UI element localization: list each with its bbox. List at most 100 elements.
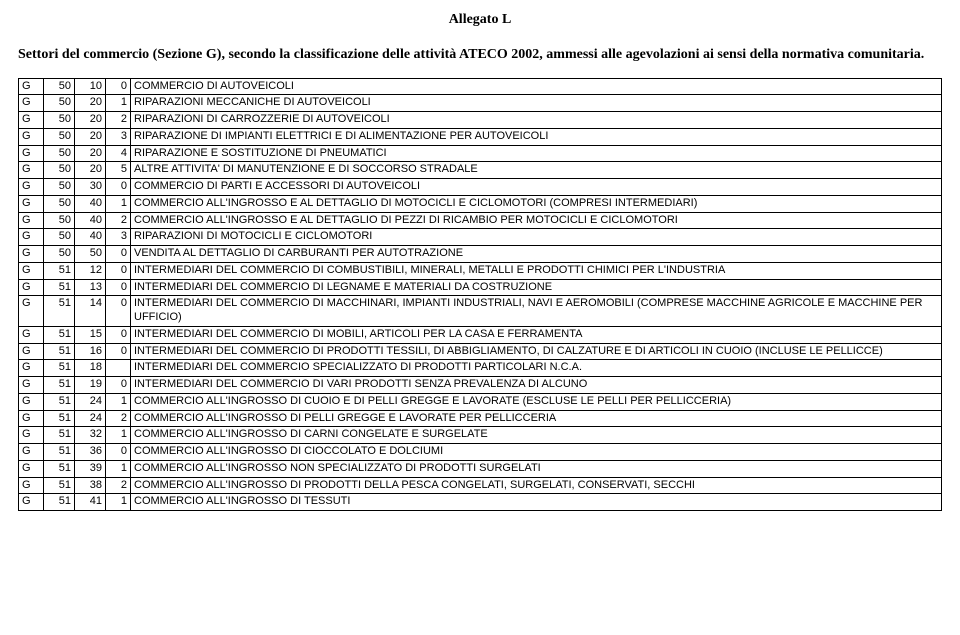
table-cell-c1: 51 xyxy=(44,377,75,394)
table-cell-c1: 50 xyxy=(44,95,75,112)
table-cell-c3: 1 xyxy=(106,393,131,410)
table-cell-c3: 2 xyxy=(106,410,131,427)
table-cell-c3: 2 xyxy=(106,212,131,229)
table-cell-c2: 36 xyxy=(75,444,106,461)
table-cell-c2: 20 xyxy=(75,112,106,129)
table-row: G51120INTERMEDIARI DEL COMMERCIO DI COMB… xyxy=(19,262,942,279)
table-cell-c4: INTERMEDIARI DEL COMMERCIO DI VARI PRODO… xyxy=(131,377,942,394)
table-row: G51391COMMERCIO ALL'INGROSSO NON SPECIAL… xyxy=(19,460,942,477)
table-cell-c2: 12 xyxy=(75,262,106,279)
table-cell-c3 xyxy=(106,360,131,377)
table-cell-c4: COMMERCIO ALL'INGROSSO DI PRODOTTI DELLA… xyxy=(131,477,942,494)
table-cell-c2: 39 xyxy=(75,460,106,477)
table-cell-c0: G xyxy=(19,279,44,296)
table-row: G50403RIPARAZIONI DI MOTOCICLI E CICLOMO… xyxy=(19,229,942,246)
table-cell-c1: 51 xyxy=(44,460,75,477)
table-cell-c2: 16 xyxy=(75,343,106,360)
table-cell-c3: 1 xyxy=(106,460,131,477)
table-cell-c0: G xyxy=(19,460,44,477)
table-cell-c1: 50 xyxy=(44,112,75,129)
table-cell-c2: 32 xyxy=(75,427,106,444)
table-cell-c3: 3 xyxy=(106,229,131,246)
table-cell-c0: G xyxy=(19,162,44,179)
table-cell-c4: COMMERCIO DI AUTOVEICOLI xyxy=(131,78,942,95)
table-cell-c3: 0 xyxy=(106,444,131,461)
table-cell-c2: 20 xyxy=(75,95,106,112)
doc-intro: Settori del commercio (Sezione G), secon… xyxy=(18,46,942,64)
table-cell-c0: G xyxy=(19,377,44,394)
table-cell-c3: 1 xyxy=(106,427,131,444)
table-cell-c0: G xyxy=(19,326,44,343)
table-cell-c1: 51 xyxy=(44,343,75,360)
table-cell-c4: VENDITA AL DETTAGLIO DI CARBURANTI PER A… xyxy=(131,246,942,263)
table-cell-c2: 24 xyxy=(75,410,106,427)
table-cell-c0: G xyxy=(19,296,44,327)
table-cell-c3: 0 xyxy=(106,326,131,343)
table-cell-c0: G xyxy=(19,195,44,212)
table-cell-c1: 50 xyxy=(44,179,75,196)
table-cell-c0: G xyxy=(19,477,44,494)
table-cell-c1: 50 xyxy=(44,195,75,212)
table-cell-c1: 51 xyxy=(44,410,75,427)
table-cell-c1: 51 xyxy=(44,393,75,410)
table-cell-c3: 1 xyxy=(106,195,131,212)
table-cell-c3: 0 xyxy=(106,343,131,360)
table-row: G50401COMMERCIO ALL'INGROSSO E AL DETTAG… xyxy=(19,195,942,212)
table-row: G50300COMMERCIO DI PARTI E ACCESSORI DI … xyxy=(19,179,942,196)
table-cell-c3: 0 xyxy=(106,78,131,95)
table-cell-c2: 40 xyxy=(75,195,106,212)
table-cell-c1: 51 xyxy=(44,477,75,494)
table-row: G50202RIPARAZIONI DI CARROZZERIE DI AUTO… xyxy=(19,112,942,129)
table-cell-c3: 0 xyxy=(106,179,131,196)
table-cell-c3: 1 xyxy=(106,95,131,112)
table-cell-c0: G xyxy=(19,393,44,410)
table-cell-c0: G xyxy=(19,179,44,196)
table-cell-c1: 50 xyxy=(44,162,75,179)
table-row: G50402COMMERCIO ALL'INGROSSO E AL DETTAG… xyxy=(19,212,942,229)
ateco-table: G50100COMMERCIO DI AUTOVEICOLIG50201RIPA… xyxy=(18,78,942,512)
table-cell-c4: INTERMEDIARI DEL COMMERCIO DI MACCHINARI… xyxy=(131,296,942,327)
table-cell-c0: G xyxy=(19,229,44,246)
table-row: G51150INTERMEDIARI DEL COMMERCIO DI MOBI… xyxy=(19,326,942,343)
table-cell-c3: 0 xyxy=(106,279,131,296)
table-cell-c4: COMMERCIO ALL'INGROSSO DI PELLI GREGGE E… xyxy=(131,410,942,427)
table-cell-c1: 50 xyxy=(44,229,75,246)
table-cell-c0: G xyxy=(19,427,44,444)
table-row: G50205ALTRE ATTIVITA' DI MANUTENZIONE E … xyxy=(19,162,942,179)
table-cell-c3: 2 xyxy=(106,112,131,129)
table-cell-c3: 3 xyxy=(106,128,131,145)
table-cell-c0: G xyxy=(19,246,44,263)
table-cell-c2: 40 xyxy=(75,229,106,246)
table-cell-c3: 0 xyxy=(106,262,131,279)
table-row: G51411COMMERCIO ALL'INGROSSO DI TESSUTI xyxy=(19,494,942,511)
table-cell-c4: INTERMEDIARI DEL COMMERCIO DI COMBUSTIBI… xyxy=(131,262,942,279)
table-cell-c2: 40 xyxy=(75,212,106,229)
table-cell-c4: RIPARAZIONE E SOSTITUZIONE DI PNEUMATICI xyxy=(131,145,942,162)
table-cell-c0: G xyxy=(19,78,44,95)
table-cell-c4: COMMERCIO DI PARTI E ACCESSORI DI AUTOVE… xyxy=(131,179,942,196)
table-cell-c1: 51 xyxy=(44,444,75,461)
table-cell-c2: 20 xyxy=(75,162,106,179)
table-row: G51130INTERMEDIARI DEL COMMERCIO DI LEGN… xyxy=(19,279,942,296)
table-cell-c0: G xyxy=(19,128,44,145)
table-cell-c4: RIPARAZIONI DI CARROZZERIE DI AUTOVEICOL… xyxy=(131,112,942,129)
table-cell-c0: G xyxy=(19,212,44,229)
table-cell-c4: COMMERCIO ALL'INGROSSO DI CARNI CONGELAT… xyxy=(131,427,942,444)
table-cell-c2: 13 xyxy=(75,279,106,296)
table-row: G5118INTERMEDIARI DEL COMMERCIO SPECIALI… xyxy=(19,360,942,377)
table-row: G51241COMMERCIO ALL'INGROSSO DI CUOIO E … xyxy=(19,393,942,410)
table-cell-c4: COMMERCIO ALL'INGROSSO NON SPECIALIZZATO… xyxy=(131,460,942,477)
table-cell-c1: 51 xyxy=(44,296,75,327)
table-cell-c0: G xyxy=(19,444,44,461)
table-cell-c4: ALTRE ATTIVITA' DI MANUTENZIONE E DI SOC… xyxy=(131,162,942,179)
table-cell-c1: 51 xyxy=(44,494,75,511)
table-row: G50100COMMERCIO DI AUTOVEICOLI xyxy=(19,78,942,95)
table-cell-c2: 20 xyxy=(75,128,106,145)
table-cell-c4: COMMERCIO ALL'INGROSSO DI CUOIO E DI PEL… xyxy=(131,393,942,410)
table-cell-c2: 20 xyxy=(75,145,106,162)
table-cell-c4: RIPARAZIONI DI MOTOCICLI E CICLOMOTORI xyxy=(131,229,942,246)
table-row: G50203RIPARAZIONE DI IMPIANTI ELETTRICI … xyxy=(19,128,942,145)
table-cell-c4: INTERMEDIARI DEL COMMERCIO SPECIALIZZATO… xyxy=(131,360,942,377)
table-cell-c0: G xyxy=(19,112,44,129)
table-cell-c2: 41 xyxy=(75,494,106,511)
